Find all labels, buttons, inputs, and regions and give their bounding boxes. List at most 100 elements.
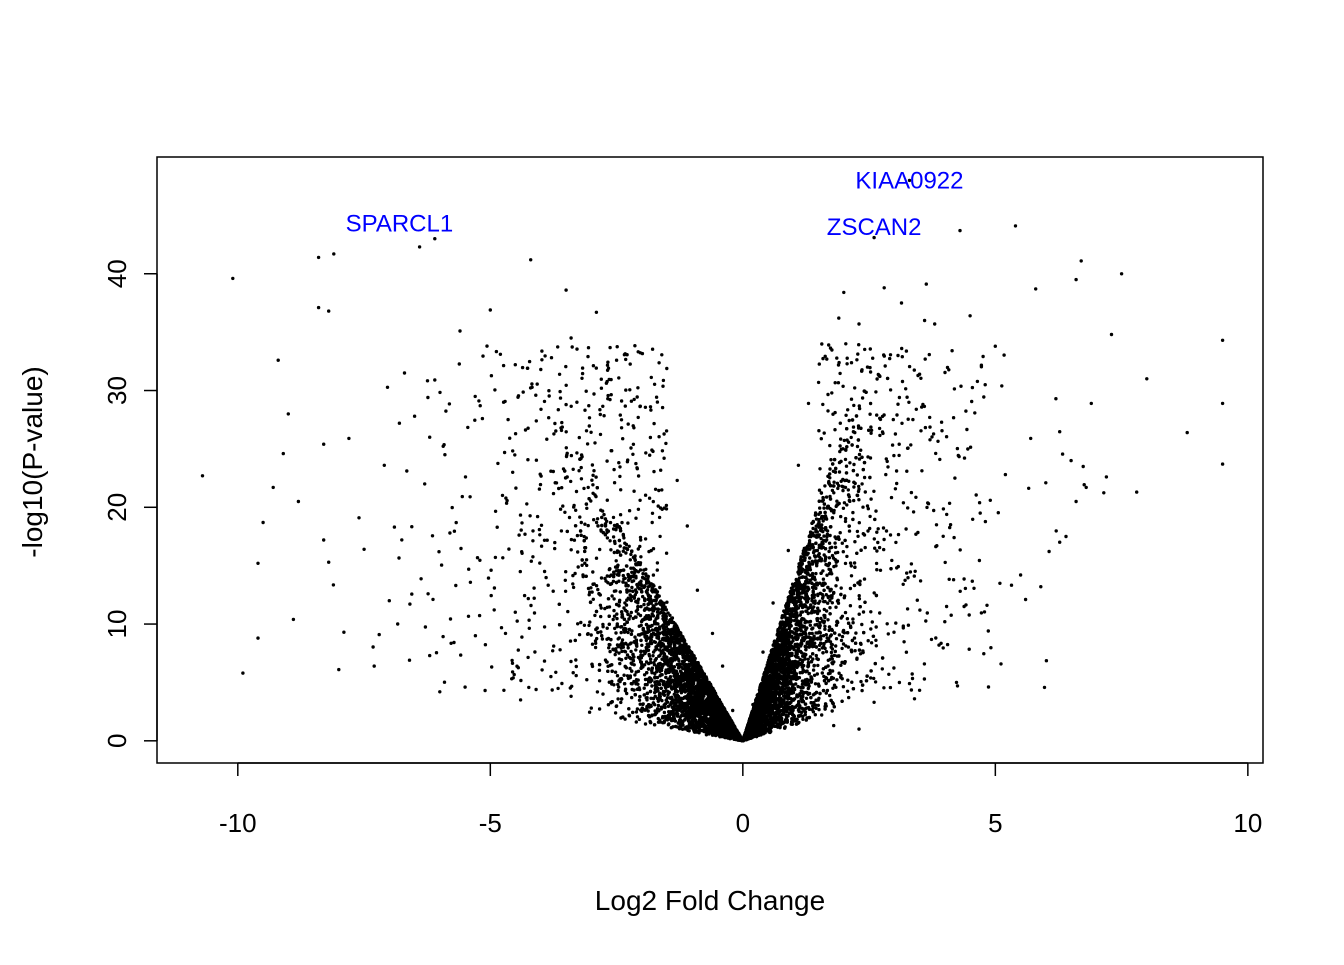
- data-point: [828, 634, 833, 638]
- data-point: [620, 649, 624, 654]
- data-point: [849, 397, 854, 401]
- data-point: [832, 480, 836, 484]
- data-point: [841, 506, 846, 510]
- data-point: [851, 510, 855, 515]
- data-point: [594, 584, 599, 588]
- data-point: [646, 585, 651, 589]
- data-point: [666, 723, 671, 727]
- data-point: [651, 583, 655, 587]
- data-point: [639, 604, 643, 609]
- data-point: [574, 508, 578, 512]
- data-point: [623, 541, 627, 545]
- data-point: [857, 612, 861, 616]
- data-point: [625, 674, 630, 678]
- data-point: [817, 648, 821, 652]
- data-point: [633, 673, 637, 677]
- data-point: [827, 556, 832, 560]
- data-point: [852, 498, 856, 503]
- data-point: [869, 428, 874, 432]
- data-point: [813, 682, 818, 686]
- data-point: [627, 544, 631, 548]
- data-point: [828, 693, 832, 698]
- data-point: [642, 686, 646, 690]
- data-point: [891, 417, 895, 422]
- data-point: [831, 686, 835, 690]
- data-point: [812, 673, 817, 677]
- data-point: [852, 561, 857, 565]
- data-point: [847, 529, 852, 533]
- data-point: [535, 514, 540, 519]
- data-point: [822, 506, 826, 510]
- data-point: [641, 653, 645, 657]
- data-point: [830, 572, 834, 576]
- data-point: [618, 661, 622, 666]
- points-layer: [200, 178, 1225, 743]
- data-point: [794, 682, 798, 686]
- data-point: [526, 596, 530, 601]
- data-point: [810, 559, 814, 563]
- data-point: [844, 413, 848, 417]
- data-point: [621, 573, 625, 578]
- data-point: [613, 670, 618, 674]
- data-point: [855, 473, 859, 477]
- data-point: [588, 600, 593, 605]
- data-point: [847, 418, 851, 423]
- data-point: [868, 365, 872, 370]
- data-point: [808, 556, 812, 560]
- data-point: [657, 654, 661, 658]
- data-point: [611, 617, 615, 622]
- data-point: [841, 685, 846, 689]
- data-point: [591, 597, 595, 601]
- data-point: [606, 664, 610, 668]
- data-point: [611, 579, 616, 583]
- data-point: [873, 546, 877, 550]
- data-point: [806, 660, 811, 665]
- data-point: [817, 707, 821, 712]
- data-point: [649, 696, 653, 700]
- data-point: [605, 626, 609, 630]
- data-point: [860, 688, 864, 693]
- data-point: [599, 606, 603, 610]
- data-point: [613, 711, 618, 715]
- data-point: [615, 612, 619, 616]
- data-point: [831, 662, 835, 666]
- data-point: [816, 703, 820, 707]
- data-point: [857, 404, 861, 408]
- data-point: [596, 630, 600, 635]
- data-point: [613, 652, 617, 657]
- data-point: [811, 668, 816, 672]
- data-point: [790, 717, 794, 721]
- data-point: [582, 486, 586, 491]
- data-point: [824, 633, 828, 637]
- data-point: [805, 553, 809, 557]
- data-point: [801, 658, 805, 662]
- data-point: [666, 627, 670, 631]
- data-point: [830, 669, 835, 673]
- data-point: [868, 401, 873, 406]
- data-point: [636, 655, 641, 660]
- data-point: [651, 654, 655, 658]
- data-point: [817, 517, 821, 522]
- data-point: [841, 550, 845, 554]
- data-point: [574, 658, 578, 662]
- data-point: [814, 706, 818, 710]
- data-point: [804, 696, 809, 700]
- data-point: [849, 564, 853, 568]
- data-point: [811, 693, 816, 697]
- data-point: [593, 613, 597, 618]
- data-point: [629, 649, 633, 654]
- data-point: [819, 536, 823, 541]
- data-point: [798, 657, 802, 662]
- data-point: [526, 458, 530, 462]
- data-point: [868, 412, 872, 416]
- data-point: [597, 679, 602, 683]
- data-point: [841, 642, 846, 646]
- data-point: [800, 651, 804, 655]
- data-point: [814, 653, 818, 658]
- data-point: [607, 605, 612, 609]
- data-point: [840, 646, 844, 651]
- data-point: [668, 675, 673, 679]
- data-point: [827, 541, 832, 545]
